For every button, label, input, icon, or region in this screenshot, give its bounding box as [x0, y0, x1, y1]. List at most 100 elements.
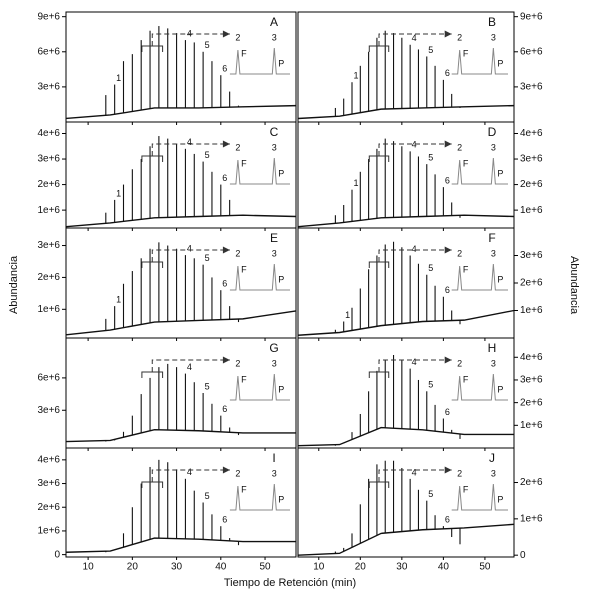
inset-label: P [497, 58, 503, 68]
peak-label: 6 [222, 173, 227, 183]
inset-label: F [241, 158, 247, 168]
inset-label: 3 [272, 248, 277, 258]
x-tick-label: 40 [215, 562, 227, 573]
peak-label: 5 [428, 45, 433, 55]
inset-label: P [497, 494, 503, 504]
y-tick-label: 6e+6 [520, 46, 543, 57]
x-tick-label: 20 [355, 562, 367, 573]
peak-label: 6 [445, 407, 450, 417]
peak-label: 1 [345, 310, 350, 320]
peak-label: 4 [187, 362, 192, 372]
y-tick-label: 3e+6 [37, 478, 60, 489]
inset-label: 2 [235, 248, 240, 258]
peak-label: 4 [187, 467, 192, 477]
y-axis-label: Abundancia [568, 256, 580, 315]
inset-label: F [241, 264, 247, 274]
x-tick-label: 30 [396, 562, 408, 573]
inset-trace [451, 157, 508, 185]
peak-label: 4 [412, 33, 417, 43]
inset-trace [451, 373, 508, 401]
peak-label: 5 [205, 40, 210, 50]
dashed-arrow [151, 469, 230, 482]
panel: 1e+6 2e+6 3e+6 4e+6 4 5 6 H 2 3 F P [297, 337, 543, 451]
peak-label: 1 [353, 178, 358, 188]
inset-label: F [463, 158, 469, 168]
inset-label: 2 [235, 468, 240, 478]
panel-letter: B [488, 15, 496, 29]
y-tick-label: 3e+6 [520, 82, 543, 93]
x-tick-label: 40 [438, 562, 450, 573]
inset-label: F [463, 264, 469, 274]
x-tick-label: 20 [127, 562, 139, 573]
inset-label: 3 [272, 32, 277, 42]
dashed-arrow [151, 249, 230, 262]
y-tick-label: 1e+6 [520, 420, 543, 431]
x-axis-label: Tiempo de Retención (min) [224, 577, 356, 589]
y-tick-label: 2e+6 [520, 278, 543, 289]
panel-letter: G [269, 341, 278, 355]
inset-label: 3 [491, 248, 496, 258]
peak-label: 5 [205, 381, 210, 391]
peak-label: 4 [412, 244, 417, 254]
inset-label: 3 [272, 468, 277, 478]
inset-label: F [463, 48, 469, 58]
y-tick-label: 2e+6 [520, 477, 543, 488]
dashed-arrow [378, 249, 452, 262]
inset-label: 2 [457, 142, 462, 152]
inset-label: P [278, 494, 284, 504]
peak-label: 6 [222, 64, 227, 74]
inset-label: 2 [457, 248, 462, 258]
inset-label: P [497, 274, 503, 284]
y-tick-label: 0 [520, 550, 526, 561]
inset-label: 3 [491, 358, 496, 368]
peak-label: 1 [116, 188, 121, 198]
peak-label: 4 [187, 137, 192, 147]
panel-letter: A [270, 15, 278, 29]
panel-letter: J [489, 451, 495, 465]
peak-label: 4 [187, 243, 192, 253]
inset-label: F [241, 374, 247, 384]
inset-label: 2 [235, 358, 240, 368]
arrow-head [444, 246, 452, 254]
inset-label: P [278, 58, 284, 68]
y-tick-label: 3e+6 [520, 250, 543, 261]
panel: 1e+6 2e+6 3e+6 4e+6 1 4 5 6 D 2 3 F P [297, 121, 543, 231]
panel-frame [65, 447, 297, 558]
y-tick-label: 4e+6 [520, 128, 543, 139]
inset-label: 2 [457, 358, 462, 368]
y-tick-label: 3e+6 [520, 375, 543, 386]
inset-label: 2 [235, 142, 240, 152]
peak-label: 4 [412, 357, 417, 367]
arrow-head [444, 356, 452, 364]
inset-trace [229, 373, 290, 401]
inset-label: P [497, 384, 503, 394]
arrow-head [444, 466, 452, 474]
peak-label: 5 [428, 263, 433, 273]
peak-label: 6 [445, 514, 450, 524]
x-tick-label: 10 [313, 562, 325, 573]
inset-trace [229, 157, 290, 185]
peak-label: 4 [187, 28, 192, 38]
peak-label: 5 [428, 380, 433, 390]
inset-label: 3 [491, 142, 496, 152]
y-tick-label: 1e+6 [520, 513, 543, 524]
arrow-head [444, 140, 452, 148]
inset-label: 3 [491, 468, 496, 478]
arrow-head [222, 30, 230, 38]
peak-label: 6 [222, 404, 227, 414]
inset-label: P [278, 168, 284, 178]
y-tick-label: 3e+6 [37, 154, 60, 165]
inset-label: P [278, 274, 284, 284]
inset-label: F [463, 374, 469, 384]
peak-label: 6 [222, 279, 227, 289]
y-tick-label: 2e+6 [520, 179, 543, 190]
y-tick-label: 1e+6 [37, 526, 60, 537]
peak-label: 5 [205, 253, 210, 263]
dashed-arrow [378, 143, 452, 156]
y-tick-label: 1e+6 [37, 304, 60, 315]
inset-label: 3 [491, 32, 496, 42]
arrow-head [444, 30, 452, 38]
inset-label: P [278, 384, 284, 394]
panel: 0 1e+6 2e+6 3e+6 4e+6 10 20 30 40 50 4 5 6 I 2 3 F P [37, 447, 297, 573]
